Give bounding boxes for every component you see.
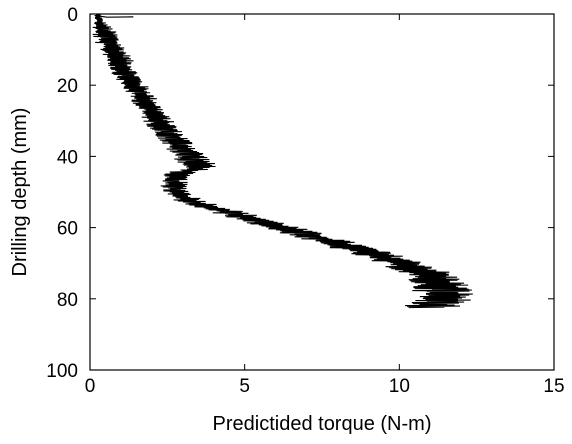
plot-marks	[92, 13, 473, 309]
y-tick-label: 60	[57, 219, 78, 240]
x-axis-label: Predictided torque (N-m)	[213, 413, 432, 435]
y-tick-label: 40	[57, 147, 78, 168]
axis-ticks: 0 5 10 15 0 20 40 60 80 100	[46, 5, 564, 397]
x-tick-label: 5	[239, 376, 250, 397]
series-line-0	[92, 13, 473, 309]
x-tick-label: 10	[389, 376, 410, 397]
x-tick-label: 15	[543, 376, 564, 397]
plot-frame	[89, 13, 555, 371]
y-axis-label: Drilling depth (mm)	[9, 108, 31, 277]
y-tick-label: 80	[57, 290, 78, 311]
x-tick-label: 0	[85, 376, 96, 397]
y-tick-label: 100	[46, 361, 78, 382]
y-tick-label: 20	[57, 76, 78, 97]
y-tick-label: 0	[67, 5, 78, 26]
series-line-1	[97, 13, 134, 18]
